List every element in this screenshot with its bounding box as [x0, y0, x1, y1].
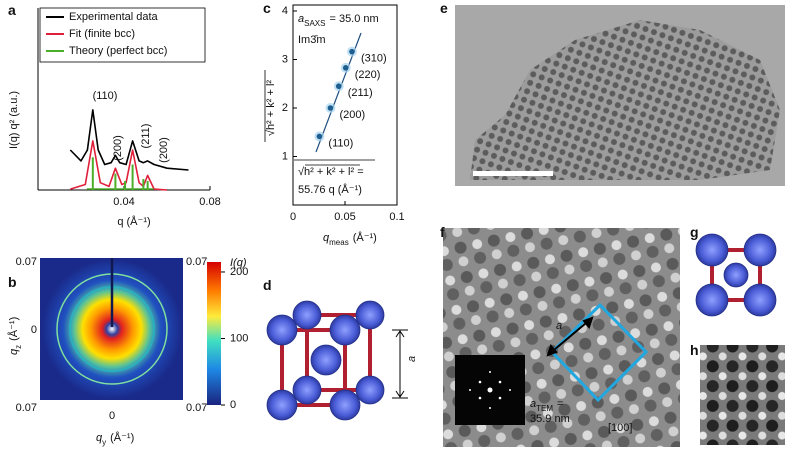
- legend-label: Fit (finite bcc): [69, 28, 135, 40]
- y-tick-label: 1: [282, 151, 288, 163]
- panel-label: e: [440, 0, 448, 16]
- point-label: (211): [348, 87, 373, 99]
- data-point: [335, 83, 342, 90]
- x-axis-label-part: meas: [329, 238, 349, 247]
- dimension-label: a: [556, 320, 562, 332]
- colorbar-title: I(q): [230, 257, 247, 269]
- panel-label: b: [8, 274, 17, 290]
- panel-label: d: [263, 277, 272, 293]
- panel-label: c: [263, 0, 271, 16]
- x-tick-label: 0: [109, 410, 115, 422]
- x-axis-label: qy (Å⁻¹): [96, 431, 134, 447]
- peak-label: (110): [93, 90, 118, 102]
- y-tick-label: 0: [31, 324, 37, 336]
- colorbar-tick-label: 0: [230, 399, 236, 411]
- fit-equation: 55.76 q (Å⁻¹): [298, 183, 362, 196]
- data-point: [349, 48, 355, 55]
- x-tick-label: 0.1: [389, 211, 404, 223]
- y-tick-label: 3: [282, 54, 288, 66]
- peak-label: (200): [158, 137, 170, 163]
- y-axis-label: qz (Å⁻¹): [7, 317, 23, 355]
- x-axis-label: q (Å⁻¹): [117, 215, 150, 228]
- data-point: [316, 133, 323, 140]
- lattice-label-part: = 35.0 nm: [329, 13, 378, 25]
- lattice-label-part: =: [557, 398, 563, 410]
- x-axis-label-part: (Å⁻¹): [353, 231, 377, 244]
- y-tick-label: 0.07: [16, 256, 37, 268]
- panel-label: a: [8, 2, 16, 18]
- lattice-label: aTEM =: [530, 398, 563, 413]
- point-label: (310): [361, 53, 387, 65]
- point-label: (200): [339, 109, 365, 121]
- data-point: [342, 65, 349, 71]
- x-tick-label: 0.07: [186, 256, 207, 268]
- fit-equation: √h² + k² + l² =: [298, 166, 364, 178]
- dimension-arrow: [392, 329, 408, 399]
- point-label: (110): [328, 137, 353, 149]
- peak-label: (200): [112, 135, 124, 161]
- lattice-value: 35.9 nm: [530, 413, 570, 425]
- y-axis-label: I(q) q² (a.u.): [8, 91, 20, 149]
- y-axis-label-part: z: [14, 345, 23, 349]
- lattice-label-part: a: [298, 13, 304, 25]
- zone-axis: [100]: [608, 422, 632, 434]
- tem-superlattice: [470, 20, 780, 180]
- colorbar: [207, 262, 221, 405]
- y-tick-label: 0.07: [16, 402, 37, 414]
- dimension-label: a: [406, 356, 418, 362]
- dimension-arrow: [546, 316, 594, 357]
- y-axis-label: √h² + k² + l²: [265, 80, 277, 136]
- panel-label: h: [690, 342, 699, 358]
- panel-label: g: [690, 224, 699, 240]
- x-axis-label-part: y: [102, 438, 106, 447]
- point-label: (220): [355, 69, 381, 81]
- legend-label: Experimental data: [69, 11, 159, 23]
- x-tick-label: 0.04: [113, 196, 134, 208]
- scale-bar: [473, 171, 553, 176]
- lattice-label-part: a: [530, 398, 536, 410]
- panel-label: f: [440, 224, 445, 240]
- x-axis-label-part: q: [96, 432, 103, 444]
- x-axis-label-part: (Å⁻¹): [110, 431, 134, 444]
- legend-box: [39, 7, 206, 63]
- y-tick-label: 4: [282, 5, 288, 17]
- peak-label: (211): [140, 124, 152, 149]
- lattice-label-part: SAXS: [304, 19, 325, 28]
- x-tick-label: 0.05: [334, 211, 355, 223]
- x-axis-label: qmeas (Å⁻¹): [323, 231, 377, 247]
- lattice-label: aSAXS = 35.0 nm: [298, 13, 379, 28]
- y-axis-label-part: (Å⁻¹): [7, 317, 20, 341]
- colorbar-tick-label: 200: [230, 266, 248, 278]
- fft-spots: [469, 371, 511, 409]
- saxs-rings: [42, 259, 182, 399]
- colorbar-tick-label: 100: [230, 332, 248, 344]
- x-tick-label: 0: [290, 211, 296, 223]
- x-tick-label: 0.07: [186, 402, 207, 414]
- bcc-particles-top: [695, 233, 777, 317]
- space-group: Im3̄m: [298, 34, 326, 46]
- x-tick-label: 0.08: [199, 196, 220, 208]
- x-axis-label-part: q: [323, 232, 330, 244]
- bcc-particles: [266, 300, 385, 421]
- lattice-label-part: TEM: [536, 404, 553, 413]
- y-axis-label-part: q: [8, 348, 20, 355]
- series-line: [69, 109, 189, 171]
- legend-label: Theory (perfect bcc): [69, 45, 167, 57]
- simulated-image: [700, 345, 785, 445]
- y-tick-label: 2: [282, 102, 288, 114]
- data-point: [327, 105, 334, 111]
- series-line: [70, 140, 168, 191]
